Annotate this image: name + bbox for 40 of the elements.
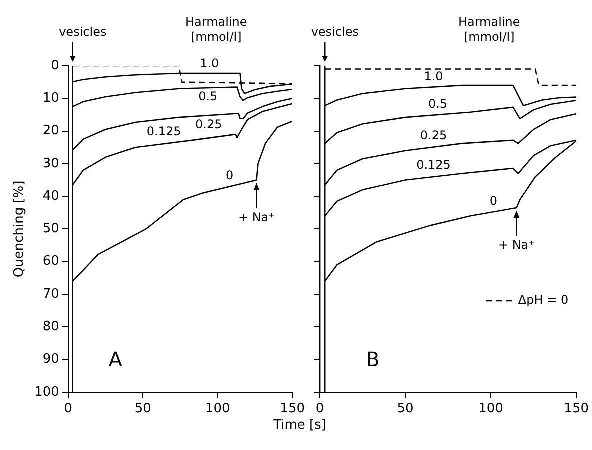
y-tick-label: 90 xyxy=(42,352,60,368)
x-tick-label: 150 xyxy=(564,402,590,417)
y-tick-label: 50 xyxy=(42,222,60,237)
y-tick-label: 80 xyxy=(42,319,60,334)
x-tick-label: 150 xyxy=(280,402,306,417)
legend-label: ΔpH = 0 xyxy=(518,293,569,308)
legend-title: Harmaline [mmol/l] xyxy=(185,15,248,44)
y-tick-label: 0 xyxy=(51,58,60,74)
annotation: vesicles xyxy=(59,25,107,39)
x-tick-label: 0 xyxy=(64,402,73,417)
annotation: vesicles xyxy=(311,25,359,39)
series-label: 1.0 xyxy=(200,56,220,71)
x-tick-label: 0 xyxy=(316,402,324,417)
y-tick-label: 10 xyxy=(42,91,60,106)
x-tick-label: 50 xyxy=(134,402,152,417)
y-tick-label: 60 xyxy=(42,254,60,270)
series-label: 1.0 xyxy=(424,70,444,84)
series-label: 0.5 xyxy=(428,97,448,112)
annotation: A xyxy=(108,347,123,372)
series-label: 0.25 xyxy=(420,128,448,142)
series-label: 0 xyxy=(226,168,234,182)
x-tick-label: 100 xyxy=(478,402,504,417)
y-tick-label: 70 xyxy=(42,286,60,302)
legend-title: Harmaline [mmol/l] xyxy=(458,15,520,44)
y-tick-label: 40 xyxy=(42,188,60,204)
series-label: 0.5 xyxy=(198,89,218,104)
y-axis-title: Quenching [%] xyxy=(12,180,28,278)
y-tick-label: 20 xyxy=(42,124,60,139)
x-tick-label: 100 xyxy=(205,402,230,417)
annotation: B xyxy=(366,347,380,372)
series-label: 0.25 xyxy=(196,118,222,132)
annotation: + Na⁺ xyxy=(238,210,275,224)
x-axis-title: Time [s] xyxy=(272,418,328,433)
series-label: 0.125 xyxy=(146,124,182,139)
y-tick-label: 100 xyxy=(34,384,60,400)
y-tick-label: 30 xyxy=(42,156,60,172)
series-label: 0.125 xyxy=(416,158,451,172)
x-tick-label: 50 xyxy=(397,402,414,417)
annotation: + Na⁺ xyxy=(498,238,535,252)
series-label: 0 xyxy=(490,194,498,208)
